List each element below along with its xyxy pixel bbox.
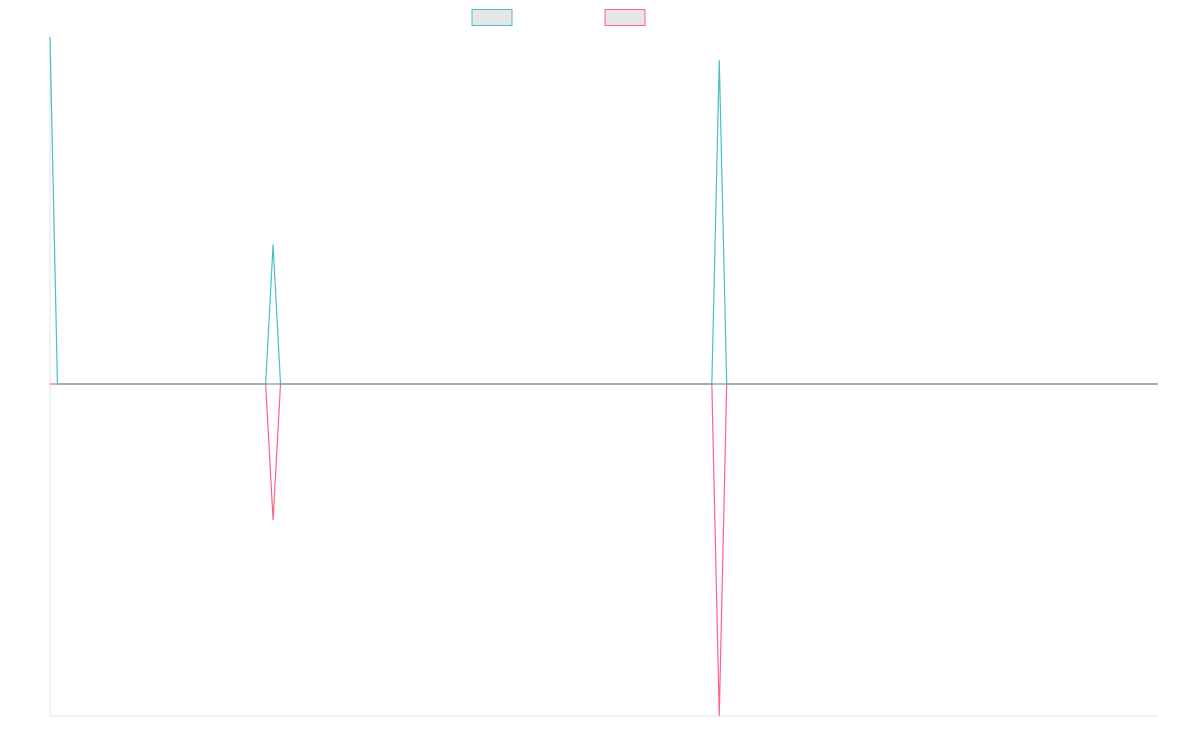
series-line-2: [50, 383, 1158, 717]
legend: [471, 9, 646, 26]
legend-swatch-1[interactable]: [471, 9, 513, 26]
legend-swatch-2[interactable]: [604, 9, 646, 26]
series-layer: [49, 36, 1158, 717]
series-line-1: [49, 36, 1158, 385]
axes: [49, 37, 1158, 717]
